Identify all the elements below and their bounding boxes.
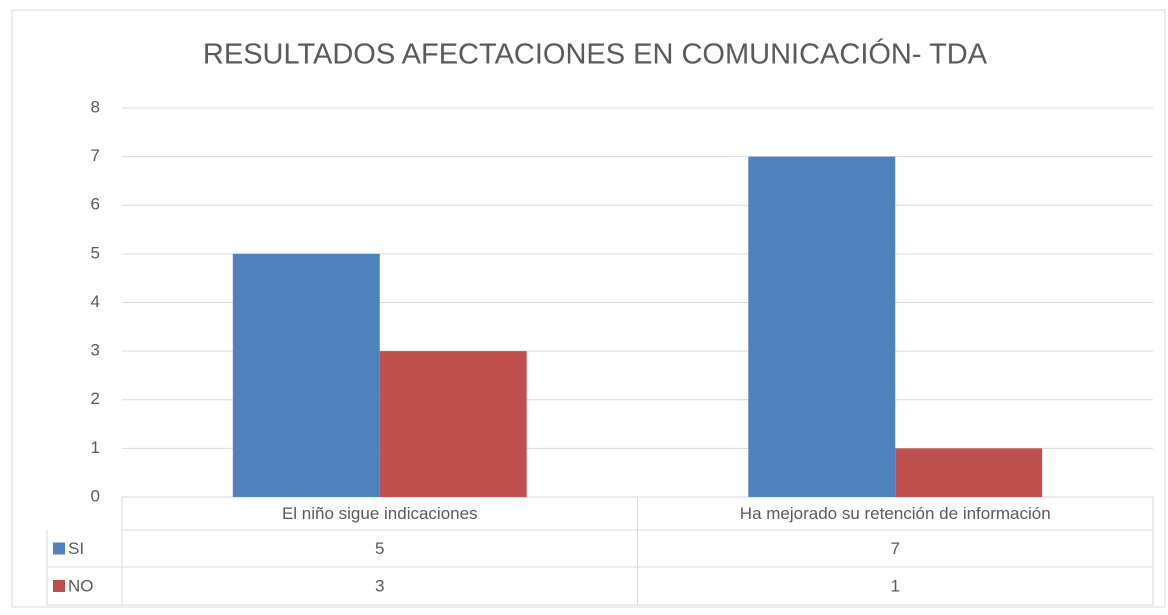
table-value: 3 (375, 576, 384, 595)
legend-label: NO (68, 576, 94, 595)
chart-title: RESULTADOS AFECTACIONES EN COMUNICACIÓN-… (203, 38, 988, 71)
bar (232, 253, 380, 497)
y-tick-label: 8 (91, 97, 100, 116)
y-tick-label: 4 (91, 292, 100, 311)
chart-border (11, 9, 1166, 608)
bar (895, 448, 1043, 497)
x-tick-label: Ha mejorado su retención de información (740, 504, 1051, 523)
x-tick-label: El niño sigue indicaciones (282, 504, 478, 523)
table-value: 1 (891, 576, 900, 595)
y-tick-label: 2 (91, 389, 100, 408)
y-tick-label: 3 (91, 341, 100, 360)
y-tick-label: 6 (91, 195, 100, 214)
y-tick-label: 5 (91, 243, 100, 262)
y-tick-label: 7 (91, 146, 100, 165)
legend-swatch (53, 542, 65, 555)
table-value: 5 (375, 539, 384, 558)
y-tick-label: 0 (91, 486, 100, 505)
bar (379, 351, 527, 497)
legend-swatch (53, 580, 65, 592)
legend-label: SI (68, 539, 84, 558)
y-tick-label: 1 (91, 438, 100, 457)
table-value: 7 (891, 539, 900, 558)
bar (748, 156, 896, 497)
